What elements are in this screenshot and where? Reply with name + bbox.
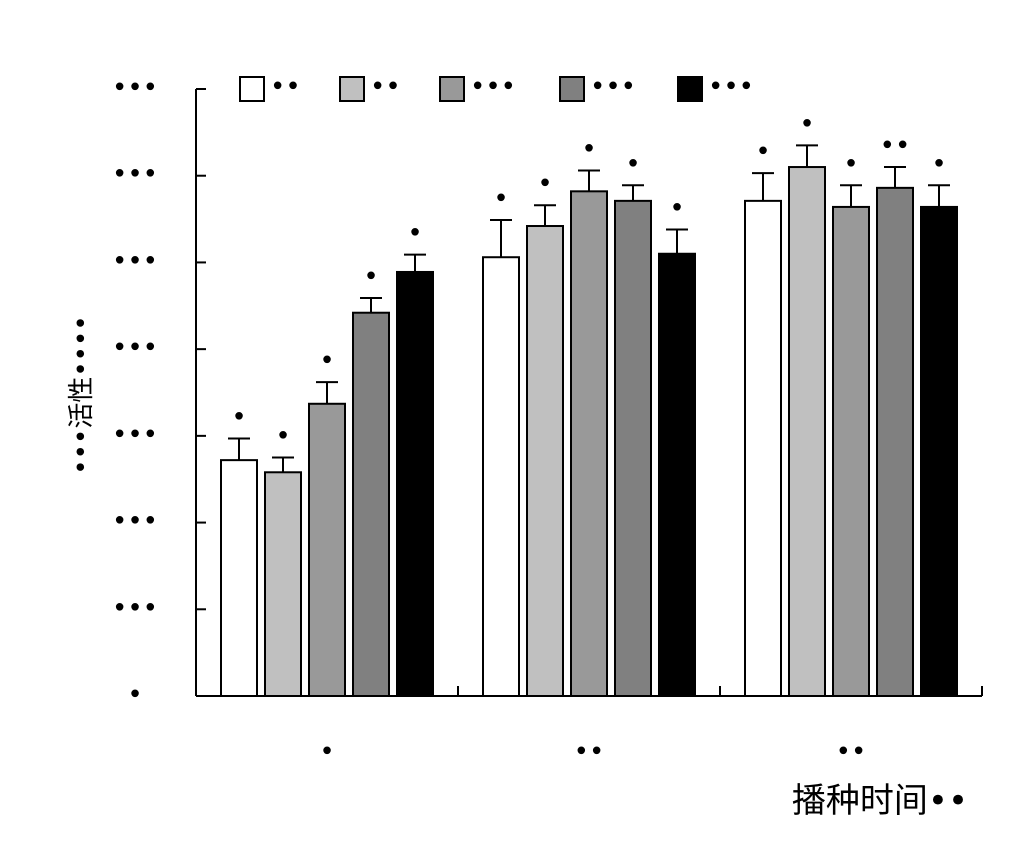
legend-label: ••• xyxy=(708,72,754,102)
bar xyxy=(352,311,390,697)
legend-swatch xyxy=(439,76,465,102)
y-tick-label: ••• xyxy=(112,420,158,450)
bar xyxy=(920,205,958,697)
significance-label: • xyxy=(625,149,640,179)
legend-swatch xyxy=(677,76,703,102)
significance-label: • xyxy=(843,149,858,179)
significance-label: • xyxy=(669,193,684,223)
legend-label: ••• xyxy=(590,72,636,102)
y-axis-label: •••活性•••• xyxy=(67,315,97,474)
bar xyxy=(482,256,520,697)
x-tick-label: • xyxy=(319,737,334,767)
bar xyxy=(832,205,870,697)
significance-label: • xyxy=(407,219,422,249)
legend-swatch xyxy=(239,76,265,102)
x-tick-label: •• xyxy=(574,737,605,767)
legend-label: •• xyxy=(270,72,301,102)
bar xyxy=(308,402,346,697)
significance-label: • xyxy=(363,262,378,292)
y-tick-label: ••• xyxy=(112,246,158,276)
legend-label: ••• xyxy=(470,72,516,102)
significance-label: • xyxy=(581,135,596,165)
y-tick-label: ••• xyxy=(112,73,158,103)
y-tick-label: ••• xyxy=(112,507,158,537)
bar xyxy=(614,199,652,698)
significance-label: • xyxy=(493,184,508,214)
significance-label: • xyxy=(319,346,334,376)
significance-label: • xyxy=(231,402,246,432)
bar xyxy=(396,270,434,697)
x-axis-label: 播种时间•• xyxy=(792,781,968,821)
bar xyxy=(744,199,782,698)
y-tick-label: • xyxy=(127,680,142,710)
bar xyxy=(526,225,564,697)
y-tick-label: ••• xyxy=(112,333,158,363)
y-tick-label: ••• xyxy=(112,160,158,190)
significance-label: • xyxy=(931,149,946,179)
bar xyxy=(570,190,608,698)
bar xyxy=(876,186,914,697)
bar xyxy=(658,252,696,697)
x-tick-label: •• xyxy=(836,737,867,767)
significance-label: • xyxy=(755,137,770,167)
legend-swatch xyxy=(559,76,585,102)
significance-label: • xyxy=(275,422,290,452)
legend-swatch xyxy=(339,76,365,102)
bar xyxy=(788,166,826,698)
bar xyxy=(264,471,302,697)
bar xyxy=(220,459,258,697)
significance-label: • xyxy=(799,109,814,139)
significance-label: • xyxy=(537,169,552,199)
significance-label: •• xyxy=(880,131,911,161)
y-tick-label: ••• xyxy=(112,593,158,623)
legend-label: •• xyxy=(370,72,401,102)
